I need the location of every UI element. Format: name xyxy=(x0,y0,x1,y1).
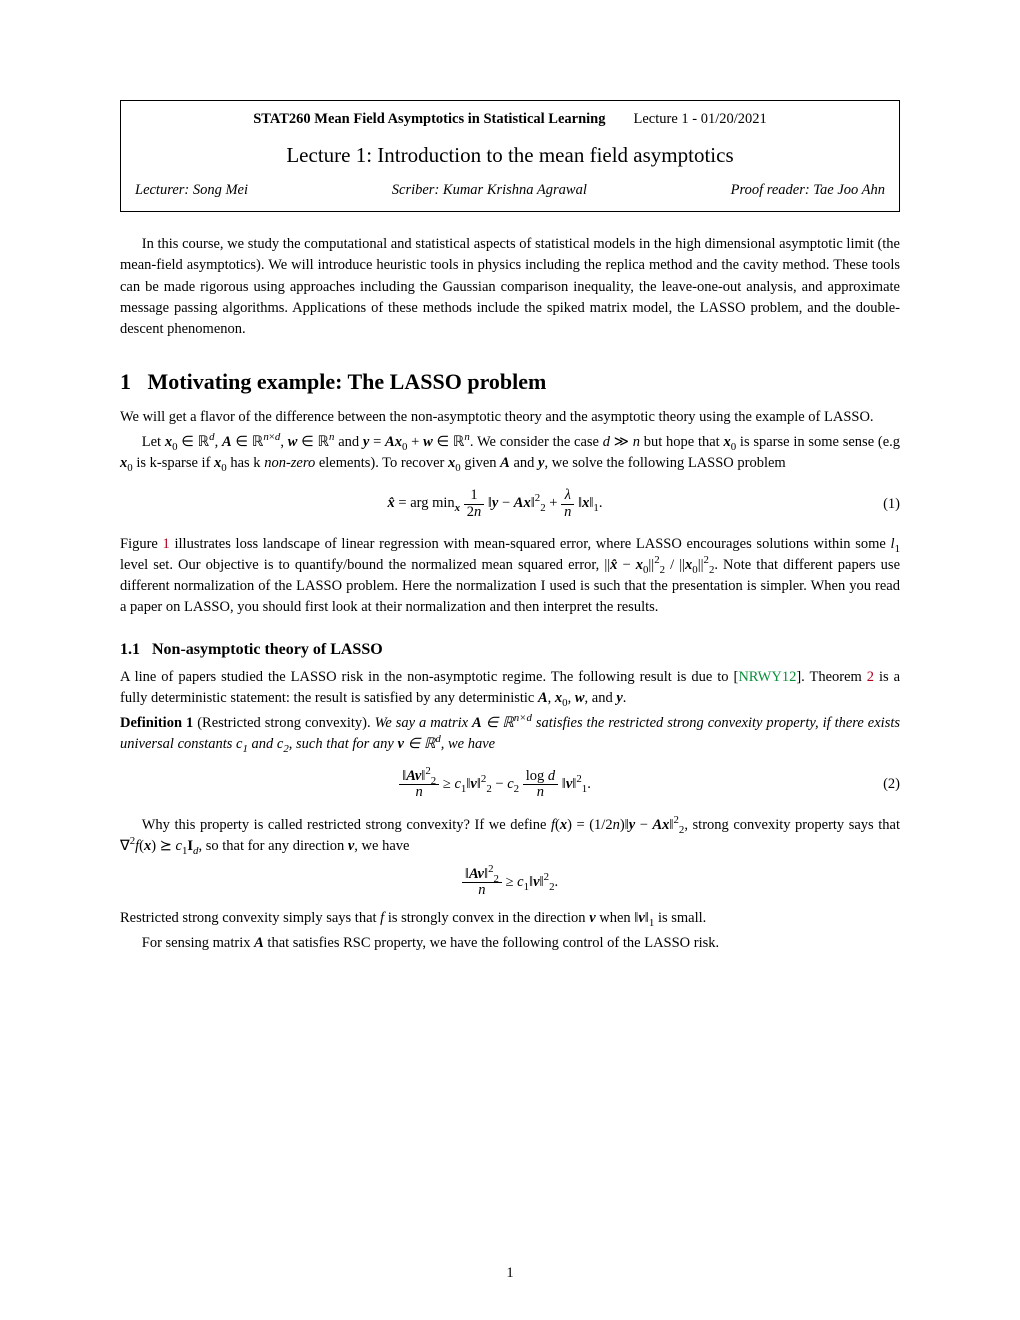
section-number: 1 xyxy=(120,369,131,394)
definition-label: Definition 1 xyxy=(120,715,193,731)
header-row-top: STAT260 Mean Field Asymptotics in Statis… xyxy=(135,109,885,130)
lecture-date: Lecture 1 - 01/20/2021 xyxy=(634,109,767,130)
scriber-label: Scriber: Kumar Krishna Agrawal xyxy=(392,180,587,201)
equation-2-body: ‖Av‖22n ≥ c1‖v‖22 − c2 log dn ‖v‖21. xyxy=(120,769,870,800)
section-1-heading: 1 Motivating example: The LASSO problem xyxy=(120,366,900,398)
subsection11-para3a: Restricted strong convexity simply says … xyxy=(120,908,900,929)
course-name: STAT260 Mean Field Asymptotics in Statis… xyxy=(253,109,605,130)
subsection-title: Non-asymptotic theory of LASSO xyxy=(152,641,383,658)
citation-nrwy12[interactable]: NRWY12 xyxy=(738,669,796,685)
lecture-title: Lecture 1: Introduction to the mean fiel… xyxy=(135,140,885,170)
section1-para1: We will get a flavor of the difference b… xyxy=(120,407,900,428)
equation-1: x̂ = arg minx 12n ‖y − Ax‖22 + λn ‖x‖1. … xyxy=(120,488,900,519)
section-title: Motivating example: The LASSO problem xyxy=(148,369,547,394)
definition-name: (Restricted strong convexity). xyxy=(193,715,370,731)
definition-1: Definition 1 (Restricted strong convexit… xyxy=(120,713,900,755)
figure-ref[interactable]: 1 xyxy=(163,536,170,552)
abstract-paragraph: In this course, we study the computation… xyxy=(120,234,900,339)
lecture-header-box: STAT260 Mean Field Asymptotics in Statis… xyxy=(120,100,900,212)
subsection11-para3b: For sensing matrix A that satisfies RSC … xyxy=(120,933,900,954)
section1-para2: Let x0 ∈ ℝd, A ∈ ℝn×d, w ∈ ℝn and y = Ax… xyxy=(120,432,900,474)
subsection-number: 1.1 xyxy=(120,641,140,658)
para1-prefix: A line of papers studied the LASSO risk … xyxy=(120,669,738,685)
equation-2: ‖Av‖22n ≥ c1‖v‖22 − c2 log dn ‖v‖21. (2) xyxy=(120,769,900,800)
subsection-1-1-heading: 1.1 Non-asymptotic theory of LASSO xyxy=(120,638,900,661)
header-row-bottom: Lecturer: Song Mei Scriber: Kumar Krishn… xyxy=(135,180,885,201)
section1-para3: Figure 1 illustrates loss landscape of l… xyxy=(120,534,900,618)
lecturer-label: Lecturer: Song Mei xyxy=(135,180,248,201)
subsection11-para2: Why this property is called restricted s… xyxy=(120,815,900,857)
page-number: 1 xyxy=(0,1263,1020,1284)
equation-1-number: (1) xyxy=(870,494,900,515)
subsection11-para1: A line of papers studied the LASSO risk … xyxy=(120,667,900,709)
equation-unnumbered: ‖Av‖22n ≥ c1‖v‖22. xyxy=(120,867,900,898)
theorem-ref[interactable]: 2 xyxy=(867,669,874,685)
proofreader-label: Proof reader: Tae Joo Ahn xyxy=(731,180,885,201)
equation-2-number: (2) xyxy=(870,774,900,795)
para3-prefix: Figure xyxy=(120,536,163,552)
equation-1-body: x̂ = arg minx 12n ‖y − Ax‖22 + λn ‖x‖1. xyxy=(120,488,870,519)
para1-mid: ]. Theorem xyxy=(796,669,866,685)
